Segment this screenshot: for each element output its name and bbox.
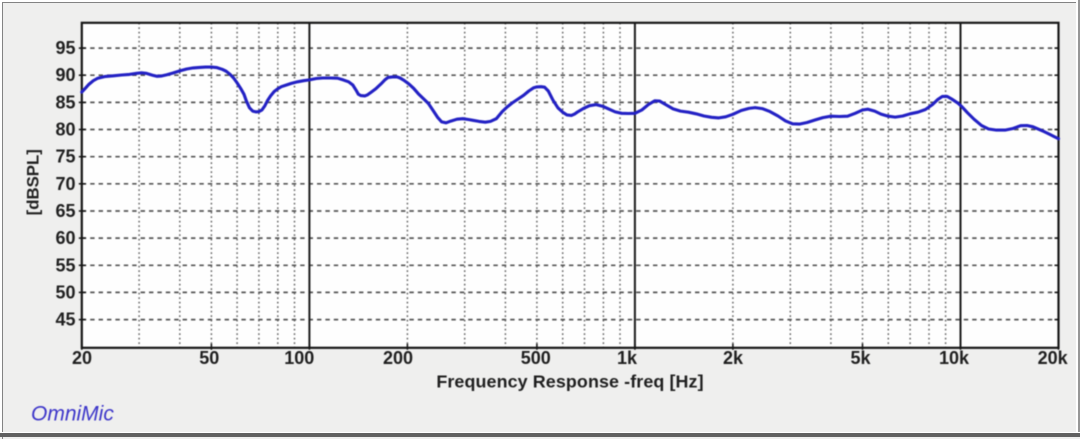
svg-text:50: 50	[199, 348, 219, 368]
svg-text:75: 75	[55, 147, 75, 167]
svg-text:95: 95	[55, 38, 75, 58]
svg-text:65: 65	[55, 201, 75, 221]
svg-text:Frequency Response -freq [Hz]: Frequency Response -freq [Hz]	[436, 372, 703, 392]
svg-text:1k: 1k	[617, 348, 638, 368]
svg-text:10k: 10k	[939, 348, 970, 368]
svg-text:60: 60	[55, 228, 75, 248]
svg-text:85: 85	[55, 92, 75, 112]
svg-text:20: 20	[72, 348, 92, 368]
svg-text:2k: 2k	[723, 348, 744, 368]
svg-text:OmniMic: OmniMic	[31, 403, 114, 426]
svg-text:[dBSPL]: [dBSPL]	[24, 149, 43, 215]
svg-text:200: 200	[383, 348, 413, 368]
svg-text:500: 500	[521, 348, 551, 368]
svg-text:55: 55	[55, 255, 75, 275]
svg-text:50: 50	[55, 282, 75, 302]
svg-text:100: 100	[284, 348, 314, 368]
svg-text:45: 45	[55, 310, 75, 330]
svg-text:20k: 20k	[1038, 348, 1069, 368]
svg-text:70: 70	[55, 174, 75, 194]
svg-text:5k: 5k	[850, 348, 871, 368]
svg-text:80: 80	[55, 120, 75, 140]
svg-text:90: 90	[55, 65, 75, 85]
